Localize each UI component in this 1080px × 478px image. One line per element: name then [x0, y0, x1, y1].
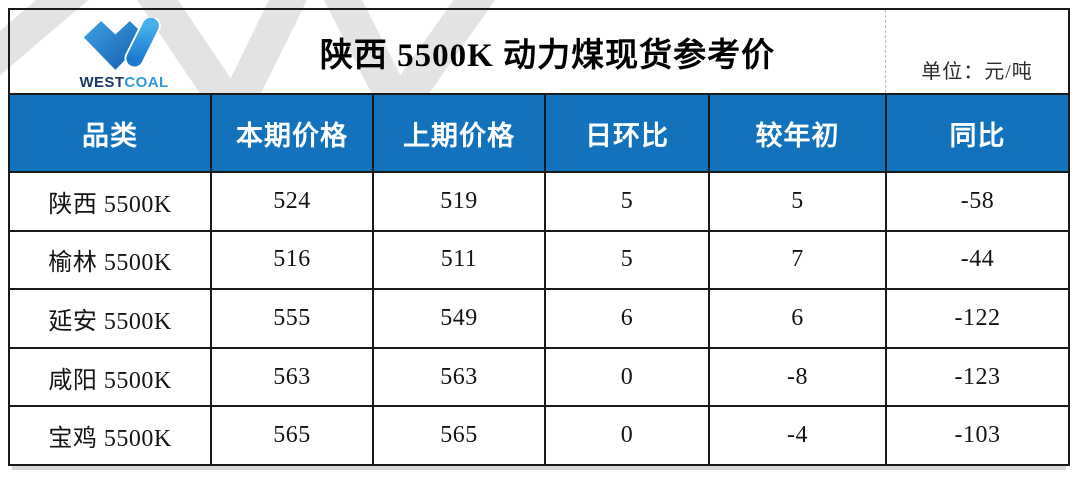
row-current-price-cell: 555: [210, 288, 372, 347]
col-header-dod-change: 日环比: [544, 93, 708, 171]
row-dod-change-cell: 0: [544, 405, 708, 464]
row-vs-year-start-cell: 5: [708, 171, 885, 230]
col-header-current-price: 本期价格: [210, 93, 372, 171]
row-category-cell: 咸阳 5500K: [10, 346, 210, 406]
logo: WESTCOAL: [10, 10, 210, 93]
row-yoy-change-cell: -58: [885, 171, 1068, 230]
row-dod-change-cell: 6: [544, 288, 708, 347]
row-dod-change-cell: 5: [544, 229, 708, 289]
row-dod-change-cell: 5: [544, 171, 708, 230]
col-header-yoy-change: 同比: [885, 93, 1068, 171]
price-table: WESTCOAL 陕西 5500K 动力煤现货参考价 单位：元/吨 品类 本期价…: [8, 8, 1070, 466]
row-vs-year-start-cell: 7: [708, 229, 885, 289]
row-yoy-change-cell: -44: [885, 229, 1068, 289]
row-current-price-cell: 524: [210, 171, 372, 230]
row-previous-price-cell: 549: [372, 288, 544, 347]
westcoal-w-logo-icon: [83, 18, 161, 70]
row-vs-year-start-cell: -4: [708, 405, 885, 464]
unit-label: 单位：元/吨: [885, 10, 1068, 93]
row-category-cell: 宝鸡 5500K: [10, 405, 210, 464]
row-yoy-change-cell: -122: [885, 288, 1068, 347]
row-vs-year-start-cell: 6: [708, 288, 885, 347]
logo-text-coal: COAL: [124, 74, 169, 91]
row-previous-price-cell: 519: [372, 171, 544, 230]
row-previous-price-cell: 511: [372, 229, 544, 289]
row-previous-price-cell: 563: [372, 346, 544, 406]
row-category-cell: 榆林 5500K: [10, 229, 210, 289]
col-header-category: 品类: [10, 93, 210, 171]
logo-text-west: WEST: [79, 74, 125, 91]
row-yoy-change-cell: -103: [885, 405, 1068, 464]
row-dod-change-cell: 0: [544, 346, 708, 406]
row-yoy-change-cell: -123: [885, 346, 1068, 406]
row-vs-year-start-cell: -8: [708, 346, 885, 406]
row-current-price-cell: 516: [210, 229, 372, 289]
col-header-previous-price: 上期价格: [372, 93, 544, 171]
col-header-vs-year-start: 较年初: [708, 93, 885, 171]
logo-text: WESTCOAL: [79, 74, 168, 91]
row-category-cell: 延安 5500K: [10, 288, 210, 347]
row-current-price-cell: 565: [210, 405, 372, 464]
row-current-price-cell: 563: [210, 346, 372, 406]
row-previous-price-cell: 565: [372, 405, 544, 464]
table-title: 陕西 5500K 动力煤现货参考价: [319, 37, 776, 74]
row-category-cell: 陕西 5500K: [10, 171, 210, 230]
